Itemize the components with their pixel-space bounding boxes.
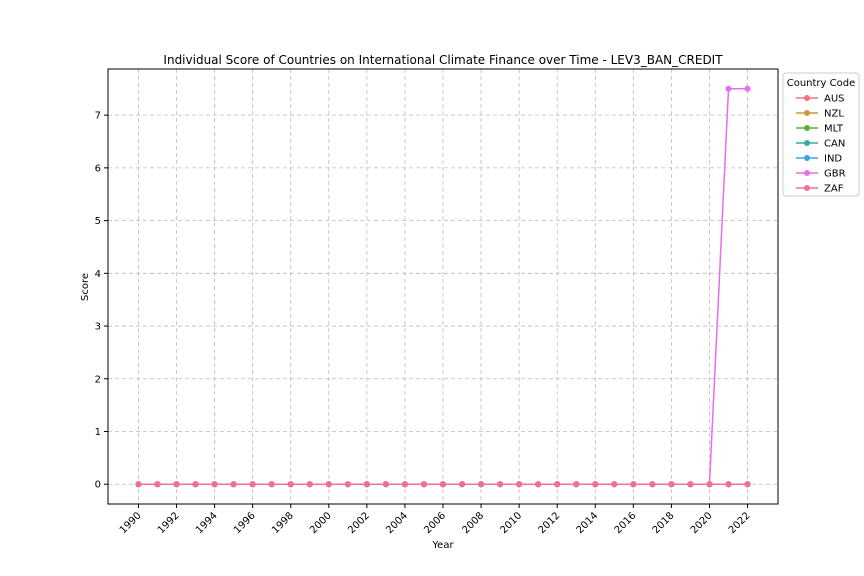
y-tick-label: 1 [95, 427, 101, 438]
data-point [687, 481, 694, 488]
legend-marker [804, 155, 810, 161]
legend-marker [804, 185, 810, 191]
y-axis-title: Score [80, 273, 91, 301]
data-point [249, 481, 256, 488]
legend-entry-ind: IND [796, 154, 842, 165]
data-point [306, 481, 313, 488]
data-point [459, 481, 466, 488]
data-point [363, 481, 370, 488]
data-point [535, 481, 542, 488]
data-point [630, 481, 637, 488]
data-point [344, 481, 351, 488]
data-point [420, 481, 427, 488]
data-point [230, 481, 237, 488]
data-point [440, 481, 446, 488]
series-layer [135, 85, 751, 488]
data-point [497, 481, 504, 488]
legend-marker [804, 110, 810, 116]
data-point [382, 481, 389, 488]
legend-marker [804, 170, 810, 176]
chart-title: Individual Score of Countries on Interna… [163, 53, 723, 67]
legend-label: IND [824, 154, 842, 165]
data-point [401, 481, 408, 488]
data-point [287, 481, 294, 488]
legend-title: Country Code [787, 78, 856, 89]
legend-marker [804, 95, 810, 101]
legend-entry-zaf: ZAF [796, 184, 844, 195]
legend-entry-mlt: MLT [796, 124, 844, 135]
legend-label: CAN [824, 139, 845, 150]
y-tick-label: 6 [95, 163, 101, 174]
legend-entry-aus: AUS [796, 94, 845, 105]
y-tick-label: 5 [95, 216, 101, 227]
data-point [611, 481, 618, 488]
grid [108, 69, 778, 504]
data-point [668, 481, 675, 488]
y-tick-label: 3 [95, 322, 101, 333]
series-zaf [135, 481, 751, 488]
data-point [478, 481, 485, 488]
y-tick-label: 2 [95, 374, 101, 385]
legend-marker [804, 125, 810, 131]
data-point [725, 85, 732, 92]
data-point [649, 481, 656, 488]
legend-label: ZAF [824, 184, 844, 195]
data-point [573, 481, 580, 488]
legend-entry-can: CAN [796, 139, 845, 150]
data-point [268, 481, 275, 488]
data-point [211, 481, 218, 488]
legend-entries: AUS NZL MLT CAN IND GBR ZAF [796, 94, 846, 195]
legend: Country Code AUS NZL MLT CAN IND GBR ZAF [782, 72, 860, 197]
legend-label: AUS [824, 94, 845, 105]
data-point [192, 481, 199, 488]
data-point [173, 481, 180, 488]
legend-marker [804, 140, 810, 146]
data-point [706, 481, 713, 488]
legend-entry-nzl: NZL [796, 109, 844, 120]
data-point [135, 481, 142, 488]
data-point [554, 481, 561, 488]
legend-label: NZL [824, 109, 844, 120]
y-tick-label: 7 [95, 111, 101, 122]
y-tick-label: 4 [95, 269, 101, 280]
data-point [325, 481, 332, 488]
legend-label: MLT [824, 124, 844, 135]
data-point [592, 481, 599, 488]
y-tick-label: 0 [95, 480, 101, 491]
legend-box [782, 72, 860, 197]
legend-entry-gbr: GBR [796, 169, 846, 180]
data-point [744, 481, 751, 488]
legend-label: GBR [824, 169, 846, 180]
data-point [154, 481, 161, 488]
x-axis-title: Year [431, 540, 454, 551]
data-point [744, 85, 751, 92]
data-point [516, 481, 523, 488]
data-point [725, 481, 732, 488]
